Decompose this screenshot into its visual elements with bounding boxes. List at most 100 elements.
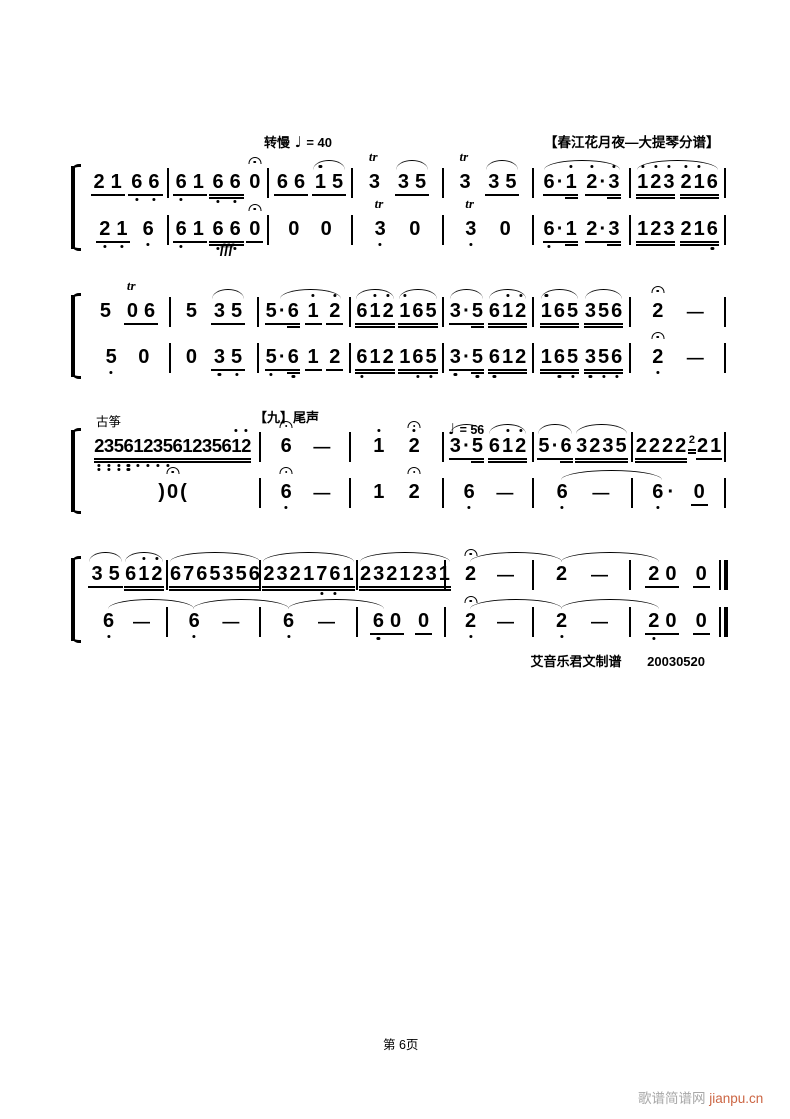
beam-line <box>381 369 395 371</box>
note: 0 <box>662 609 680 635</box>
note: 6 <box>542 170 556 196</box>
note-digit: 5 <box>231 346 243 368</box>
note-digit: 1 <box>116 218 128 240</box>
note: 5 <box>113 434 124 472</box>
beam-line <box>662 586 680 588</box>
beam-line <box>398 326 412 328</box>
note: 6 <box>124 562 138 591</box>
octave-dot-below <box>429 374 433 378</box>
note: 1 <box>231 429 242 463</box>
octave-dot-below <box>192 634 196 638</box>
note-group: — <box>315 609 337 633</box>
note: 2 <box>514 294 528 328</box>
beam-line <box>649 244 663 246</box>
note: 3 <box>152 434 163 467</box>
beam-line <box>241 458 251 460</box>
note-digit: 2 <box>289 563 301 585</box>
beam-line <box>192 458 202 460</box>
note-digit: 1 <box>710 435 722 457</box>
beam-line <box>662 633 680 635</box>
note-group: 6 · 1 <box>542 217 578 248</box>
note-digit: 3 <box>663 218 675 240</box>
octave-dot-above <box>519 429 523 433</box>
beam-line <box>304 323 322 325</box>
beam-line <box>705 194 719 196</box>
beam-line <box>542 241 556 243</box>
fermata-icon <box>464 596 478 603</box>
note-group: 3 · 5 <box>448 434 485 463</box>
beam-line <box>660 458 675 460</box>
beam-line <box>583 372 597 374</box>
note-digit: 5 <box>425 300 437 322</box>
voice-line: 3 5 6 1 2 6 7 6 5 3 5 6 2 3 2 1 7 6 1 2 3 2 1 2 3 1 2—2—2 0 0 <box>85 549 728 595</box>
note-group: — <box>310 480 332 504</box>
note: 5 <box>211 434 222 463</box>
beam-line <box>264 323 278 325</box>
note-digit: 3 <box>397 171 409 193</box>
beam-line <box>182 461 193 463</box>
augmentation-dot: · <box>277 345 287 371</box>
octave-dot-below <box>333 591 337 595</box>
beam-line <box>500 461 515 463</box>
octave-dot-above <box>373 294 377 298</box>
note-digit: 0 <box>695 610 707 632</box>
note-digit: 5 <box>415 171 427 193</box>
beam-line <box>679 241 693 243</box>
beam-line <box>133 461 144 463</box>
note: 6 <box>247 562 261 591</box>
note: 3 <box>210 345 228 376</box>
note-digit: 2 <box>648 435 660 457</box>
note: 6 <box>286 345 300 378</box>
note: 3 <box>88 562 106 588</box>
note-digit: — <box>496 483 513 502</box>
beam-line <box>679 194 693 196</box>
note: 6 <box>552 345 566 378</box>
note-digit: 2 <box>680 218 692 240</box>
beam-line <box>461 369 471 371</box>
note: 2 <box>649 332 666 374</box>
note-digit: 2 <box>464 563 477 585</box>
page-number: 第 6页 <box>383 1038 419 1052</box>
note-digit: 1 <box>192 171 204 193</box>
beam-line <box>448 323 462 325</box>
beam-line <box>649 241 663 243</box>
note-digit: 3 <box>213 300 225 322</box>
octave-dot-below <box>152 197 156 201</box>
note: 5 <box>412 170 430 196</box>
watermark-site-name: 歌谱简谱网 <box>638 1091 706 1106</box>
beam-line <box>210 323 228 325</box>
measure: 6 · 0 <box>632 478 726 509</box>
note-digit: 3 <box>222 563 234 585</box>
fermata-icon <box>166 467 179 474</box>
beam-line <box>559 458 573 460</box>
tempo-slow-value: = 40 <box>306 135 333 150</box>
beam-line <box>662 194 676 196</box>
octave-dot-below <box>286 634 291 638</box>
note: 2 <box>647 434 661 463</box>
note-group: 0 <box>318 217 335 241</box>
note: 3 <box>485 170 503 196</box>
note-digit: 1 <box>314 171 327 193</box>
note-digit: 5 <box>231 300 243 322</box>
beam-line <box>290 194 309 196</box>
beam-line <box>228 369 246 371</box>
note-digit: 5 <box>332 171 344 193</box>
note-group: 6 <box>140 217 157 246</box>
beam-line <box>172 458 183 460</box>
note-digit: · <box>599 171 607 193</box>
beam-line <box>470 326 485 328</box>
trill-ornament: tr <box>368 149 378 164</box>
octave-dot-below <box>120 244 124 248</box>
beam-line <box>195 586 209 588</box>
beam-line <box>539 369 553 371</box>
measure: 5 · 6 1 2 <box>258 294 351 328</box>
note: 6 <box>552 299 566 328</box>
note-digit: 1 <box>501 435 514 457</box>
note-digit: 6 <box>463 481 475 503</box>
note-digit: 1 <box>399 563 411 585</box>
octave-dot-below <box>117 468 121 472</box>
